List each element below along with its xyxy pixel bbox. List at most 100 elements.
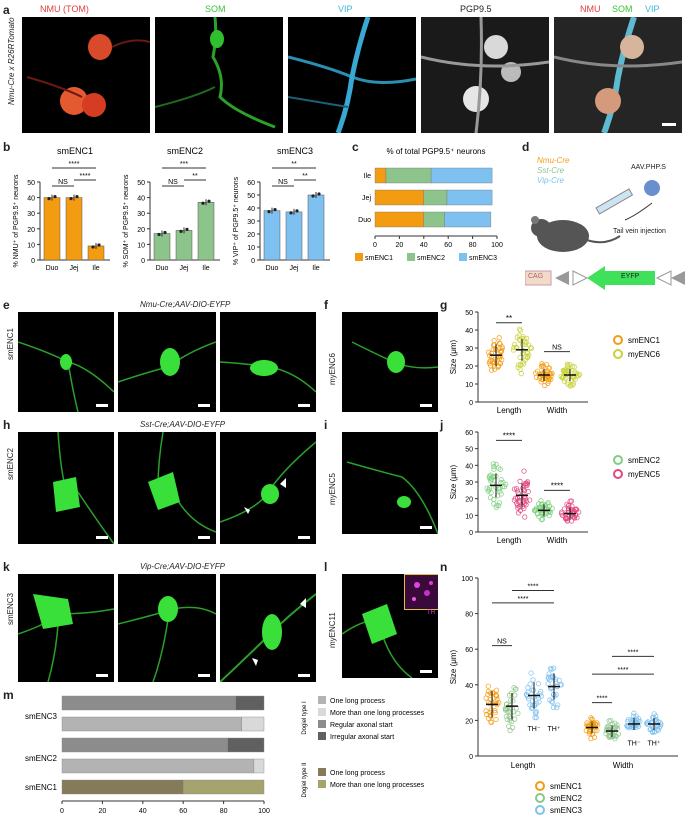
micrograph-h3 <box>220 432 316 544</box>
x-tick-label: Ile <box>202 265 210 272</box>
bar-segment <box>61 758 255 774</box>
bar <box>43 197 61 261</box>
legend-swatch <box>318 720 326 728</box>
legend-label: smENC2 <box>550 794 583 803</box>
panel-a-row-label: Nmu-Cre x R26RTomato <box>7 17 16 105</box>
bar-segment <box>61 737 228 753</box>
y-tick-label: 80 <box>465 612 473 619</box>
y-axis-label: % SOM⁺ of PGP9.5⁺ neurons <box>123 174 130 267</box>
y-tick-label: 0 <box>251 258 255 265</box>
data-point <box>311 194 315 198</box>
data-point <box>489 353 495 359</box>
panel-label-l: l <box>324 560 328 574</box>
panel-label-a: a <box>3 3 10 17</box>
cre-sst: Sst-Cre <box>537 166 565 175</box>
x-tick-label: Ile <box>312 265 320 272</box>
data-point <box>572 376 578 382</box>
data-point <box>289 211 293 215</box>
data-point <box>490 461 496 467</box>
y-axis-label: % VIP⁺ of PGP9.5⁺ neurons <box>233 176 240 265</box>
data-point <box>493 692 499 698</box>
data-point <box>529 687 535 693</box>
panel-e-caption: Nmu-Cre;AAV-DIO-EYFP <box>140 300 231 309</box>
bar <box>65 197 83 261</box>
data-point <box>528 345 535 352</box>
y-tick-label: 40 <box>27 196 35 203</box>
data-point <box>520 341 526 348</box>
panel-label-b: b <box>3 140 11 154</box>
data-point <box>552 693 558 699</box>
bar-segment <box>61 695 236 711</box>
channel-label-vip: VIP <box>338 4 353 14</box>
data-point <box>517 478 523 484</box>
merge-label-nmu: NMU <box>580 4 601 14</box>
channel-label-som: SOM <box>205 4 226 14</box>
micrograph-f <box>342 312 438 412</box>
data-point <box>549 698 555 705</box>
data-point <box>509 724 516 731</box>
bar-segment <box>423 211 445 228</box>
bar-segment <box>182 779 265 795</box>
y-tick-label: 30 <box>137 211 145 218</box>
y-tick-label: 50 <box>465 310 473 317</box>
y-tick-label: 40 <box>465 683 473 690</box>
data-point <box>566 509 572 516</box>
y-tick-label: 10 <box>27 242 35 249</box>
sig-label: *** <box>180 161 188 168</box>
data-point <box>507 727 513 734</box>
chart-title: smENC2 <box>167 146 203 156</box>
bar-segment <box>61 716 242 732</box>
legend-label: Irregular axonal start <box>330 734 394 741</box>
merge-label-vip: VIP <box>645 4 660 14</box>
data-point <box>317 192 321 196</box>
legend-label: smENC3 <box>550 806 583 815</box>
row-label: Jej <box>362 195 371 202</box>
data-point <box>606 734 612 740</box>
x-tick-label: Length <box>497 536 521 545</box>
data-point <box>502 707 509 713</box>
data-point <box>636 716 642 722</box>
micrograph-e2 <box>118 312 216 412</box>
micrograph-pgp95 <box>421 17 549 133</box>
data-point <box>491 359 498 365</box>
data-point <box>577 371 583 378</box>
data-point <box>508 715 514 721</box>
bar-segment <box>430 167 493 184</box>
scale-bar <box>298 536 310 539</box>
data-point <box>555 702 561 708</box>
data-point <box>511 344 517 351</box>
data-point <box>498 491 504 497</box>
data-point <box>523 691 529 698</box>
row-label: smENC3 <box>25 712 58 721</box>
sig-label: NS <box>278 179 288 186</box>
panel-g-scatter: Size (μm) 0 10 20 30 40 50 Length Width ** NS smENC… <box>449 310 661 415</box>
data-point <box>503 713 509 719</box>
data-point <box>516 326 523 332</box>
y-tick-label: 60 <box>465 647 473 654</box>
data-point <box>635 722 641 728</box>
data-point <box>522 493 528 499</box>
y-tick-label: 10 <box>247 245 255 252</box>
data-point <box>488 719 494 725</box>
micrograph-k2 <box>118 574 216 682</box>
x-tick-label: Duo <box>266 265 279 272</box>
data-point <box>542 382 548 389</box>
legend-label: Regular axonal start <box>330 722 393 729</box>
panel-label-d: d <box>522 140 530 154</box>
data-point <box>589 716 595 722</box>
data-point <box>546 506 552 513</box>
data-point <box>549 666 555 672</box>
data-point <box>545 380 551 386</box>
y-tick-label: 50 <box>27 180 35 187</box>
data-point <box>47 197 51 201</box>
data-point <box>574 515 580 521</box>
data-point <box>496 340 503 346</box>
y-tick-label: 20 <box>27 227 35 234</box>
data-point <box>179 229 183 233</box>
data-point <box>515 362 521 368</box>
bar-segment <box>241 716 265 732</box>
bar <box>175 230 193 261</box>
th-neg-label: TH⁻ <box>627 740 640 747</box>
micrograph-merge <box>554 17 682 133</box>
micrograph-nmu <box>22 17 150 133</box>
